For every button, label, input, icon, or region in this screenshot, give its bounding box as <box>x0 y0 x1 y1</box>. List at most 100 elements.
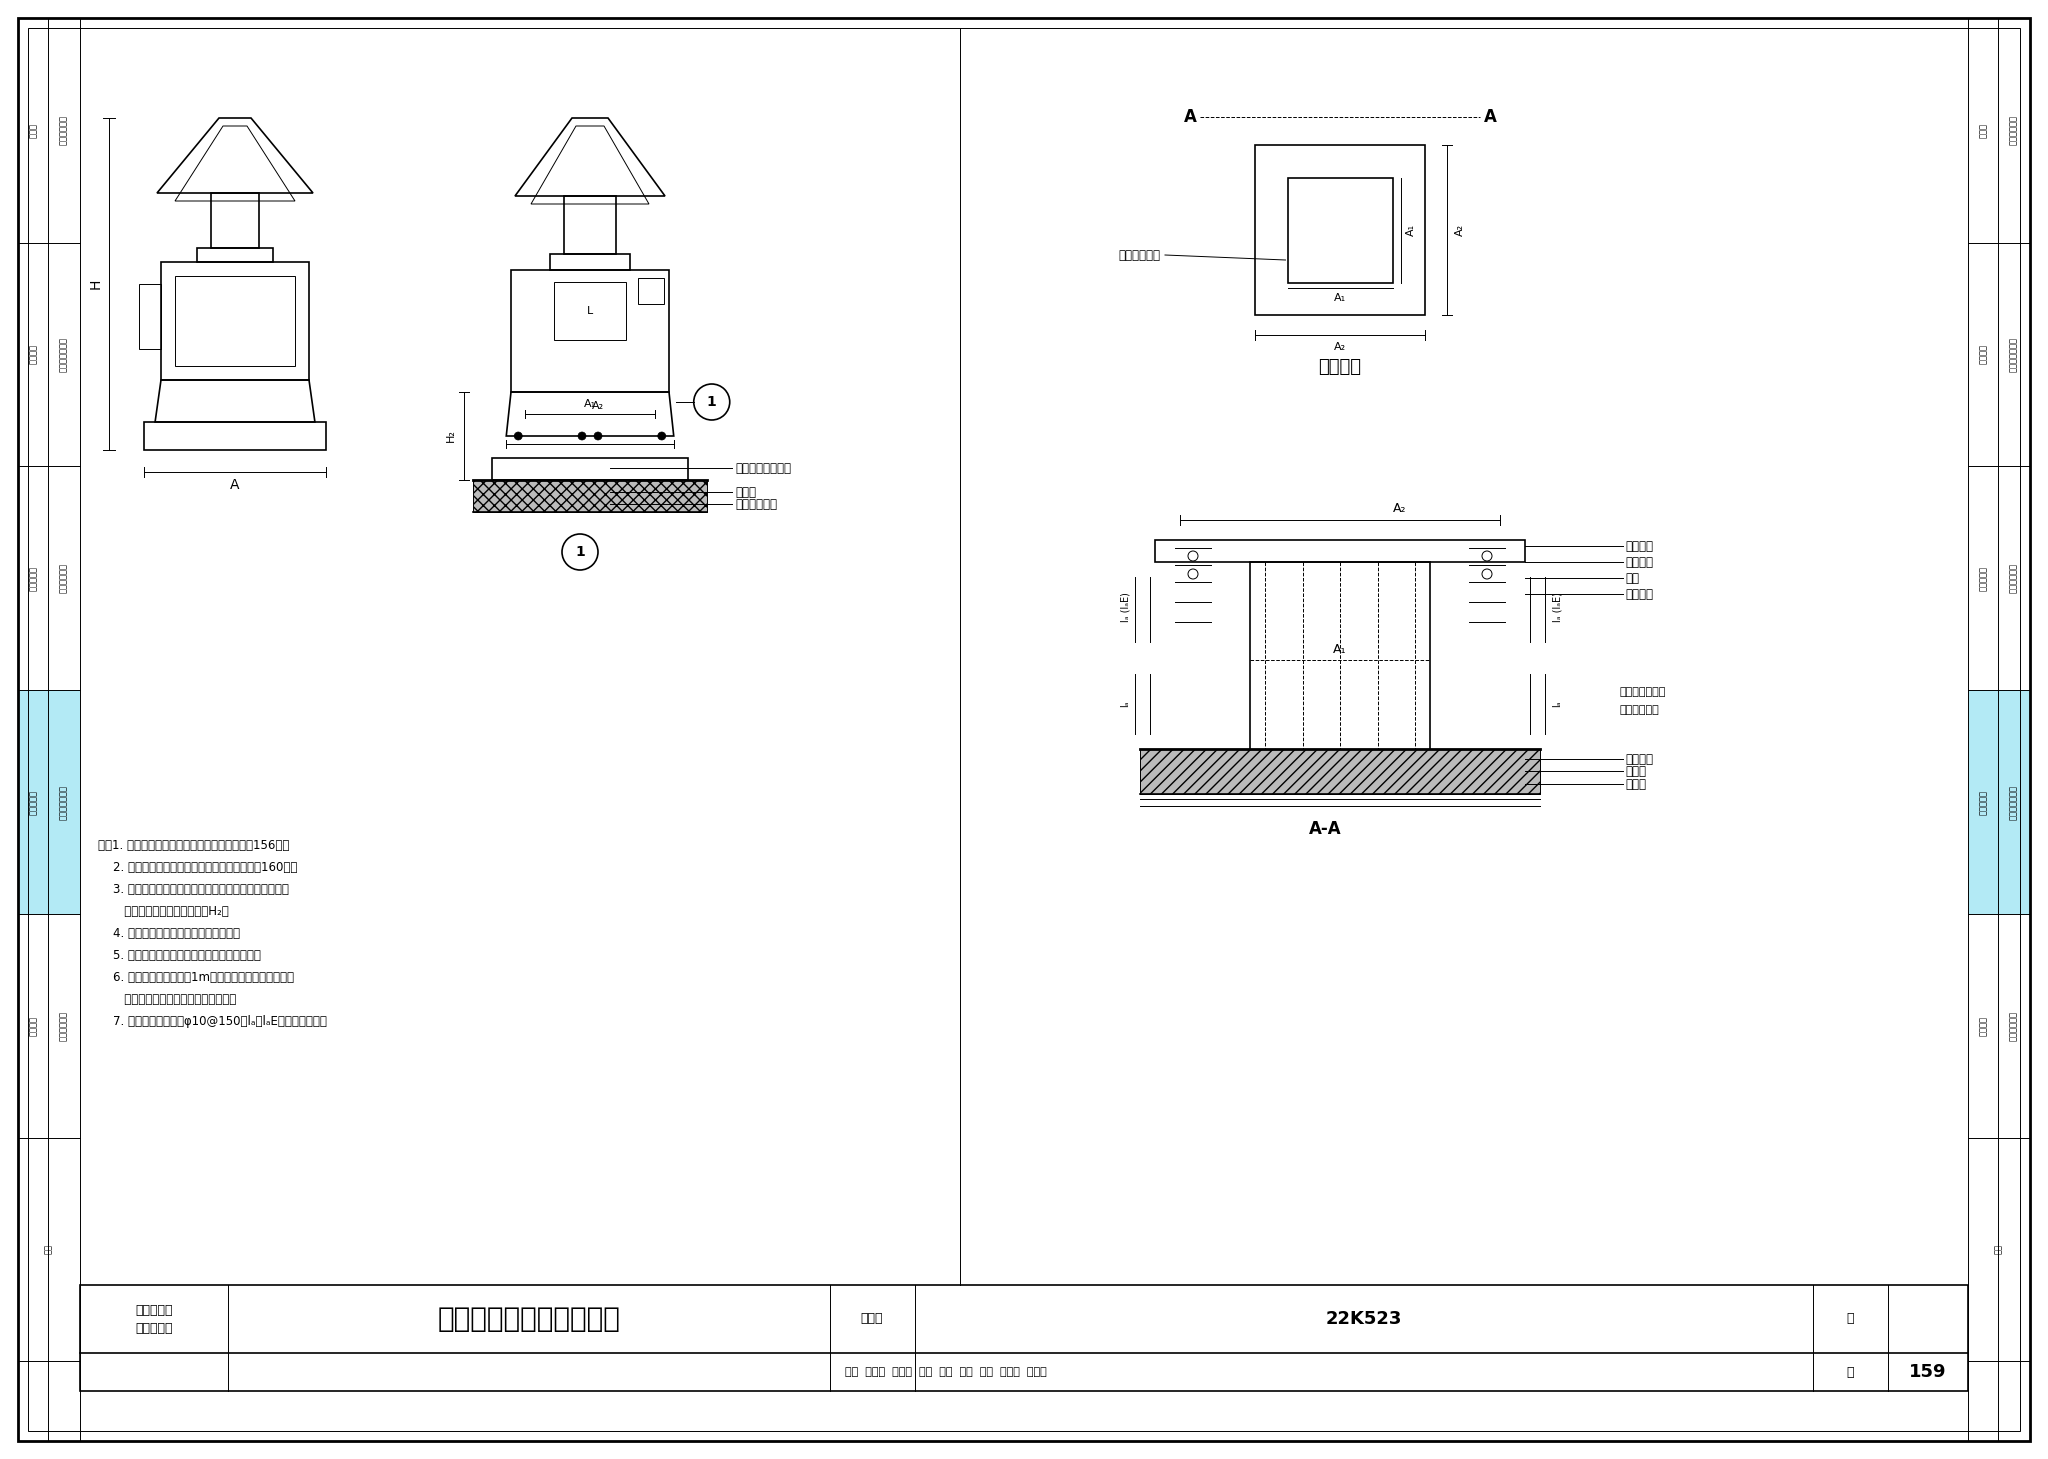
Text: A₁: A₁ <box>584 398 596 409</box>
Bar <box>18 690 80 913</box>
Text: 设梁，风机基础竖向钢筋锚入梁内。: 设梁，风机基础竖向钢筋锚入梁内。 <box>98 992 236 1005</box>
Bar <box>555 282 627 340</box>
Bar <box>18 18 80 1441</box>
Text: A-A: A-A <box>1309 820 1341 837</box>
Text: 1: 1 <box>707 395 717 409</box>
Text: A₂: A₂ <box>592 401 604 411</box>
Text: 实验室: 实验室 <box>29 123 37 137</box>
Text: 保温层: 保温层 <box>735 486 758 499</box>
Text: 膨胀螺栓均布: 膨胀螺栓均布 <box>1118 248 1159 261</box>
Text: 4. 应选用可承受剪载形式的膨胀螺栓。: 4. 应选用可承受剪载形式的膨胀螺栓。 <box>98 926 240 940</box>
Text: 附录: 附录 <box>1993 1245 2003 1253</box>
Bar <box>80 1285 1968 1390</box>
Text: 选用与安装: 选用与安装 <box>1978 789 1987 814</box>
Text: 局部排风设备: 局部排风设备 <box>59 563 68 592</box>
Text: 22K523: 22K523 <box>1325 1310 1403 1328</box>
Circle shape <box>578 432 586 441</box>
Text: 屋面建筑面层: 屋面建筑面层 <box>735 498 778 511</box>
Text: 实验室通风系统: 实验室通风系统 <box>59 337 68 372</box>
Text: 附加防水卷材一层: 附加防水卷材一层 <box>735 461 793 474</box>
Text: H₂: H₂ <box>446 429 457 442</box>
Circle shape <box>657 432 666 441</box>
Text: 泥水板: 泥水板 <box>1624 765 1647 778</box>
Text: 页: 页 <box>1845 1366 1853 1379</box>
Text: A₂: A₂ <box>1454 223 1464 236</box>
Text: 实验室通风系统: 实验室通风系统 <box>2009 337 2017 372</box>
Text: 159: 159 <box>1909 1363 1948 1382</box>
Text: 膨胀螺栓: 膨胀螺栓 <box>1624 588 1653 601</box>
Text: 选用与安装: 选用与安装 <box>29 789 37 814</box>
Bar <box>1968 18 2030 1441</box>
Text: 实验室: 实验室 <box>1978 123 1987 137</box>
Text: 局部排风设备: 局部排风设备 <box>2009 563 2017 592</box>
Text: 注：1. 下进风冲高风机的性能参数详见本图集第156页。: 注：1. 下进风冲高风机的性能参数详见本图集第156页。 <box>98 839 289 852</box>
Bar <box>1255 144 1425 315</box>
Text: 审核  叶大法  叶大珠  校对  张斌  张红  设计  孙永霞  孙永霞: 审核 叶大法 叶大珠 校对 张斌 张红 设计 孙永霞 孙永霞 <box>846 1367 1047 1377</box>
Text: lₐ (lₐE): lₐ (lₐE) <box>1552 592 1563 622</box>
Bar <box>563 196 616 254</box>
Text: 图集号: 图集号 <box>860 1313 883 1325</box>
Text: 要求确定设备基础翻边高度H₂。: 要求确定设备基础翻边高度H₂。 <box>98 905 229 918</box>
Bar <box>197 248 272 263</box>
Text: 管理要求: 管理要求 <box>1978 1015 1987 1036</box>
Text: 螺母: 螺母 <box>1624 572 1638 585</box>
Text: 钢筋锚入梁内: 钢筋锚入梁内 <box>1620 705 1659 715</box>
Text: 安装运行维护: 安装运行维护 <box>2009 1011 2017 1042</box>
Text: A: A <box>1184 108 1196 125</box>
Bar <box>143 422 326 449</box>
Text: 板下有梁时基础: 板下有梁时基础 <box>1620 687 1667 697</box>
Text: 选用与安装: 选用与安装 <box>29 566 37 591</box>
Text: 防水层: 防水层 <box>1624 778 1647 791</box>
Text: 基础平面: 基础平面 <box>1319 357 1362 376</box>
Circle shape <box>514 432 522 441</box>
Text: A₂: A₂ <box>1393 502 1407 515</box>
Text: A: A <box>1483 108 1497 125</box>
Text: L: L <box>588 306 594 317</box>
Text: 2. 下进风冲高风机的外形尺寸表详见本图集第160页。: 2. 下进风冲高风机的外形尺寸表详见本图集第160页。 <box>98 861 297 874</box>
Text: H: H <box>88 279 102 289</box>
Text: 6. 当楼板开洞尺寸大于1m时，结构专业应考虑在洞边: 6. 当楼板开洞尺寸大于1m时，结构专业应考虑在洞边 <box>98 970 295 983</box>
Text: 设计案例: 设计案例 <box>1978 344 1987 363</box>
Bar <box>162 263 309 379</box>
Text: lₐ: lₐ <box>1120 700 1130 708</box>
Bar <box>492 458 688 480</box>
Text: 5. 膨胀螺栓固定高度高于屋面防水翻边高度。: 5. 膨胀螺栓固定高度高于屋面防水翻边高度。 <box>98 948 260 961</box>
Bar <box>473 480 707 512</box>
Bar <box>174 276 295 366</box>
Text: 加固垫圈: 加固垫圈 <box>1624 556 1653 569</box>
Text: lₐ (lₐE): lₐ (lₐE) <box>1120 592 1130 622</box>
Text: 风阀与其他设备: 风阀与其他设备 <box>2009 785 2017 820</box>
Text: 管理要求: 管理要求 <box>29 1015 37 1036</box>
Text: 3. 膨胀螺栓横向安装时，需在订货时请供货商根据安装: 3. 膨胀螺栓横向安装时，需在订货时请供货商根据安装 <box>98 883 289 896</box>
Text: 选用与安装: 选用与安装 <box>1978 566 1987 591</box>
Text: lₐ: lₐ <box>1552 700 1563 708</box>
Text: 弹簧垫圈: 弹簧垫圈 <box>1624 753 1653 766</box>
Bar <box>211 193 258 248</box>
Bar <box>512 270 670 392</box>
Circle shape <box>594 432 602 441</box>
Text: 页: 页 <box>1845 1313 1853 1325</box>
Bar <box>1141 748 1540 794</box>
Text: A: A <box>229 479 240 492</box>
Text: 风机板厚: 风机板厚 <box>1624 540 1653 553</box>
Bar <box>1155 540 1526 562</box>
Text: 圆锥形风帽: 圆锥形风帽 <box>135 1303 172 1316</box>
Text: A₂: A₂ <box>1333 341 1346 352</box>
Text: A₁: A₁ <box>1333 643 1348 657</box>
Text: 7. 图中基础配筋均为φ10@150，lₐ（lₐE）为锚固长度。: 7. 图中基础配筋均为φ10@150，lₐ（lₐE）为锚固长度。 <box>98 1014 328 1027</box>
Text: 风阀与其他设备: 风阀与其他设备 <box>59 785 68 820</box>
Text: 1: 1 <box>575 546 586 559</box>
Text: 通风系统设计: 通风系统设计 <box>59 115 68 144</box>
Text: 通风系统设计: 通风系统设计 <box>2009 115 2017 144</box>
Text: 设计案例: 设计案例 <box>29 344 37 363</box>
Bar <box>1968 690 2030 913</box>
Bar <box>551 254 631 270</box>
Bar <box>1288 178 1393 283</box>
Bar <box>139 285 162 349</box>
Text: 与冲高风机: 与冲高风机 <box>135 1322 172 1335</box>
Bar <box>639 279 664 303</box>
Text: 安装运行维护: 安装运行维护 <box>59 1011 68 1042</box>
Text: 附录: 附录 <box>43 1245 53 1253</box>
Text: A₁: A₁ <box>1333 292 1346 302</box>
Bar <box>1249 562 1430 757</box>
